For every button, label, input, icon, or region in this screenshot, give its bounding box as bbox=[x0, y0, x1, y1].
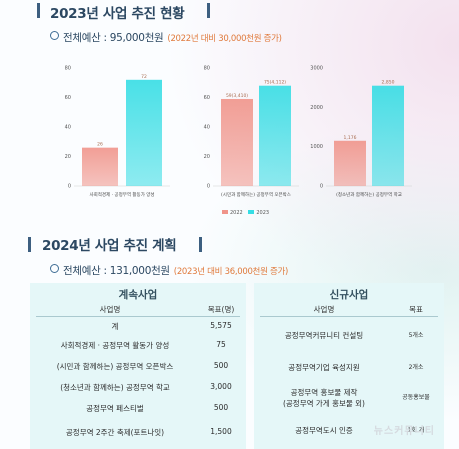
continuing-row-goal: 500 bbox=[213, 403, 229, 412]
y-tick-label: 80 bbox=[204, 66, 210, 72]
legend-label-2023: 2023 bbox=[256, 210, 270, 216]
new-row-name: 공정무역커뮤니티 컨설팅 bbox=[284, 331, 364, 340]
continuing-row-name: 공정무역 2주간 축제(포트나잇) bbox=[65, 428, 165, 437]
new-col-name: 사업명 bbox=[313, 305, 335, 314]
new-row-goal: 2개소 bbox=[408, 364, 424, 371]
budget-2024: 전체예산 : 131,000천원 (2023년 대비 36,000천원 증가) bbox=[50, 263, 288, 278]
continuing-row-goal: 500 bbox=[213, 361, 229, 370]
new-row-name: 공정무역기업 육성지원 bbox=[288, 363, 360, 372]
heading-marker-right-2024 bbox=[199, 237, 202, 252]
y-tick-label: 0 bbox=[207, 184, 210, 190]
bar-2022 bbox=[82, 147, 118, 186]
new-row-goal: 5개소 bbox=[408, 332, 424, 339]
bar-2022 bbox=[221, 98, 253, 186]
budget-2024-compare: (2023년 대비 36,000천원 증가) bbox=[173, 267, 289, 277]
continuing-row-goal: 75 bbox=[216, 340, 226, 349]
new-row-goal: 1회 개 bbox=[407, 427, 425, 434]
y-tick-label: 60 bbox=[204, 95, 210, 101]
chart-school: 0 1000 2000 3000 1,176 2,850 (청소년과 함께하는) 공정무역 … bbox=[310, 62, 420, 212]
new-row-name: 공정무역도시 인증 bbox=[295, 426, 353, 435]
new-row-name-sub: (공정무역 가게 홍보물 외) bbox=[282, 399, 365, 408]
continuing-row-name: 공정무역 페스티벌 bbox=[86, 404, 144, 413]
heading-marker-left bbox=[37, 3, 40, 18]
legend-label-2022: 2022 bbox=[230, 210, 243, 216]
continuing-row-goal: 3,000 bbox=[210, 382, 232, 391]
section-2024-title: 2024년 사업 추진 계획 bbox=[42, 238, 177, 254]
heading-marker-left-2024 bbox=[28, 237, 31, 252]
y-tick-label: 80 bbox=[65, 66, 71, 72]
y-tick-label: 2000 bbox=[310, 105, 323, 111]
data-label: 59(3,410) bbox=[226, 93, 248, 99]
continuing-title: 계속사업 bbox=[118, 289, 158, 301]
heading-marker-right bbox=[207, 3, 210, 18]
y-tick-label: 0 bbox=[320, 184, 323, 190]
y-tick-label: 3000 bbox=[310, 66, 323, 72]
data-label: 1,176 bbox=[344, 135, 357, 141]
new-row-goal: 공동홍보물 bbox=[402, 394, 430, 401]
data-label: 26 bbox=[97, 142, 103, 148]
header-divider bbox=[260, 316, 438, 317]
y-tick-label: 20 bbox=[65, 154, 71, 160]
continuing-col-name: 사업명 bbox=[99, 305, 121, 314]
continuing-row-goal: 5,575 bbox=[210, 321, 232, 330]
legend-swatch-2022 bbox=[222, 210, 228, 214]
budget-2023-label: 전체예산 : 95,000천원 bbox=[63, 32, 164, 44]
category-label: 사회적경제 · 공정무역 활동가 양성 bbox=[89, 191, 154, 198]
continuing-col-goal: 목표(명) bbox=[207, 305, 235, 314]
continuing-row-goal: 1,500 bbox=[210, 427, 232, 436]
data-label: 2,850 bbox=[382, 80, 395, 86]
y-tick-label: 40 bbox=[204, 125, 210, 131]
y-tick-label: 0 bbox=[68, 184, 71, 190]
budget-2024-label: 전체예산 : 131,000천원 bbox=[63, 265, 170, 277]
chart-legend: 2022 2023 bbox=[218, 210, 269, 216]
bar-2023 bbox=[372, 85, 404, 186]
chart-openbox: 0 20 40 60 80 59(3,410) 75(4,112) (시민과 함께하는) 공정… bbox=[197, 62, 307, 212]
bar-2023 bbox=[126, 79, 162, 186]
new-row-name: 공정무역 홍보물 제작 bbox=[290, 388, 358, 397]
new-col-goal: 목표 bbox=[409, 305, 423, 314]
continuing-row-name: 사회적경제 · 공정무역 활동가 양성 bbox=[60, 341, 170, 350]
circle-bullet-icon bbox=[50, 31, 59, 40]
legend-swatch-2023 bbox=[248, 210, 255, 214]
y-tick-label: 60 bbox=[65, 95, 71, 101]
category-label: (시민과 함께하는) 공정무역 오픈박스 bbox=[221, 191, 291, 198]
y-tick-label: 20 bbox=[204, 154, 210, 160]
category-label: (청소년과 함께하는) 공정무역 학교 bbox=[336, 191, 402, 198]
circle-bullet-icon bbox=[50, 264, 59, 273]
new-title: 신규사업 bbox=[329, 289, 369, 301]
watermark: 뉴스커뮤니티 bbox=[373, 426, 435, 437]
bar-2022 bbox=[334, 140, 366, 186]
bar-2023 bbox=[259, 85, 291, 186]
section-2023-title: 2023년 사업 추진 현황 bbox=[50, 6, 185, 22]
data-label: 75(4,112) bbox=[264, 80, 286, 86]
continuing-projects-panel: 계속사업 사업명 목표(명) 계 5,575 사회적경제 · 공정무역 활동가 양성… bbox=[30, 283, 246, 449]
continuing-row-name: (청소년과 함께하는) 공정무역 학교 bbox=[60, 383, 170, 392]
y-tick-label: 40 bbox=[65, 125, 71, 131]
y-tick-label: 1000 bbox=[310, 144, 323, 150]
data-label: 72 bbox=[141, 74, 147, 80]
chart-activist: 0 20 40 60 80 26 72 사회적경제 · 공정무역 활동가 양성 bbox=[58, 62, 178, 212]
continuing-row-name: 계 bbox=[111, 322, 119, 331]
budget-2023: 전체예산 : 95,000천원 (2022년 대비 30,000천원 증가) bbox=[50, 30, 282, 45]
budget-2023-compare: (2022년 대비 30,000천원 증가) bbox=[167, 34, 282, 44]
header-divider bbox=[36, 316, 240, 317]
continuing-row-name: (시민과 함께하는) 공정무역 오픈박스 bbox=[56, 362, 174, 371]
